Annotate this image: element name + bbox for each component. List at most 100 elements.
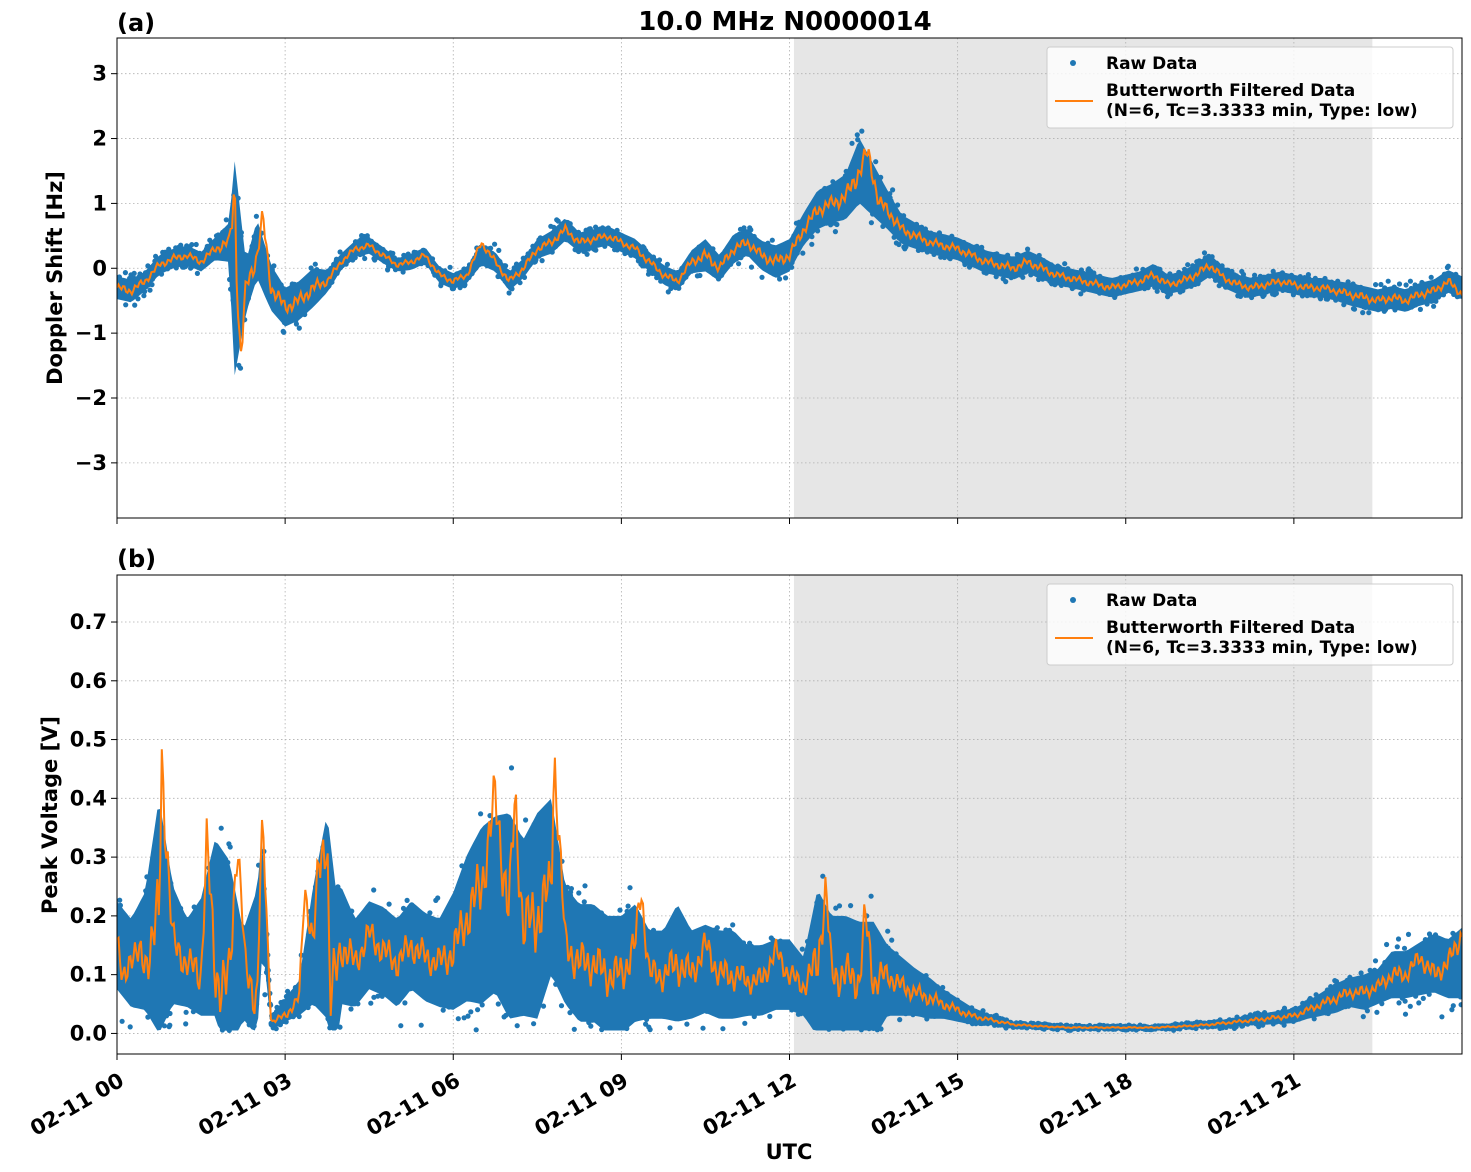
- raw-data-point: [854, 132, 860, 138]
- y-tick-label: 1: [92, 191, 107, 215]
- raw-data-point: [271, 263, 277, 269]
- raw-data-point: [132, 302, 138, 308]
- raw-data-point: [131, 270, 137, 276]
- raw-data-point: [800, 250, 806, 256]
- raw-data-point: [189, 242, 195, 248]
- raw-data-point: [700, 1025, 706, 1031]
- raw-data-point: [1351, 306, 1358, 312]
- raw-data-point: [697, 272, 703, 279]
- raw-data-point: [558, 1003, 565, 1009]
- raw-data-point: [1201, 250, 1208, 256]
- raw-data-point: [473, 1027, 479, 1033]
- raw-data-point: [777, 276, 783, 282]
- raw-data-point: [834, 221, 840, 228]
- raw-data-point: [832, 229, 839, 235]
- raw-data-point: [1062, 261, 1068, 267]
- raw-data-point: [625, 903, 631, 909]
- raw-data-point: [1366, 310, 1372, 316]
- raw-data-point: [581, 899, 587, 905]
- raw-data-point: [123, 302, 129, 308]
- raw-data-point: [496, 247, 502, 253]
- raw-data-point: [117, 897, 123, 903]
- raw-data-point: [859, 128, 865, 134]
- raw-data-point: [531, 1021, 537, 1027]
- raw-data-point: [1373, 282, 1379, 288]
- raw-data-point: [849, 140, 855, 146]
- raw-data-point: [122, 270, 128, 276]
- raw-data-point: [783, 275, 789, 281]
- y-tick-label: −1: [75, 321, 107, 345]
- raw-data-point: [514, 1023, 520, 1029]
- raw-data-point: [194, 270, 200, 276]
- y-tick-label: −2: [75, 386, 107, 410]
- raw-data-point: [1385, 278, 1391, 284]
- raw-data-point: [404, 897, 410, 904]
- raw-data-point: [455, 1016, 461, 1022]
- raw-data-point: [465, 1013, 471, 1019]
- raw-data-point: [178, 242, 184, 248]
- raw-data-point: [555, 218, 561, 224]
- raw-data-point: [1445, 263, 1451, 269]
- raw-data-point: [1403, 282, 1409, 288]
- raw-data-point: [627, 885, 633, 891]
- raw-data-point: [167, 1022, 173, 1028]
- raw-data-point: [759, 274, 765, 280]
- raw-data-point: [1417, 306, 1423, 312]
- raw-data-point: [1003, 279, 1009, 285]
- raw-data-point: [667, 1025, 673, 1031]
- raw-data-point: [127, 1024, 133, 1030]
- y-tick-label: 2: [92, 127, 107, 151]
- raw-data-point: [508, 765, 515, 771]
- raw-data-point: [736, 261, 742, 267]
- raw-data-point: [799, 946, 805, 952]
- raw-data-point: [664, 261, 671, 267]
- raw-data-point: [868, 220, 875, 226]
- raw-data-point: [337, 249, 343, 255]
- raw-data-point: [748, 264, 755, 270]
- raw-data-point: [218, 825, 224, 831]
- raw-data-point: [119, 1018, 125, 1024]
- raw-data-point: [368, 1000, 374, 1006]
- raw-data-point: [141, 293, 147, 299]
- raw-data-point: [1133, 266, 1139, 272]
- raw-data-point: [741, 225, 747, 231]
- raw-data-point: [253, 213, 259, 219]
- raw-data-point: [227, 844, 233, 850]
- raw-data-point: [720, 1026, 726, 1032]
- raw-data-point: [809, 241, 815, 247]
- raw-data-point: [362, 255, 368, 262]
- raw-data-point: [593, 224, 599, 230]
- raw-data-point: [582, 883, 588, 889]
- raw-data-point: [684, 1021, 690, 1027]
- raw-data-point: [386, 901, 392, 907]
- raw-data-point: [193, 241, 199, 248]
- raw-data-point: [896, 241, 902, 248]
- raw-data-point: [262, 992, 268, 998]
- raw-data-point: [312, 261, 318, 267]
- raw-data-point: [398, 1023, 404, 1029]
- raw-data-point: [281, 329, 287, 335]
- raw-data-point: [435, 895, 441, 901]
- raw-data-point: [571, 1026, 577, 1032]
- y-tick-label: −3: [75, 451, 107, 475]
- raw-data-point: [183, 1021, 189, 1027]
- raw-data-point: [1360, 310, 1366, 316]
- raw-data-point: [440, 1007, 446, 1013]
- raw-data-point: [523, 817, 529, 823]
- raw-data-point: [1396, 281, 1403, 287]
- raw-data-point: [237, 365, 244, 371]
- raw-data-point: [742, 1020, 748, 1026]
- raw-data-point: [593, 247, 599, 253]
- raw-data-point: [730, 922, 736, 928]
- raw-data-point: [1428, 274, 1434, 280]
- raw-data-point: [296, 325, 302, 331]
- y-tick-label: 0: [92, 256, 107, 280]
- raw-data-point: [836, 903, 843, 909]
- raw-data-point: [348, 1006, 354, 1012]
- raw-data-point: [495, 1001, 501, 1007]
- raw-data-point: [402, 1000, 408, 1006]
- y-tick-label: 3: [92, 62, 107, 86]
- raw-data-point: [539, 258, 545, 264]
- raw-data-point: [147, 287, 153, 293]
- raw-data-point: [475, 1007, 481, 1013]
